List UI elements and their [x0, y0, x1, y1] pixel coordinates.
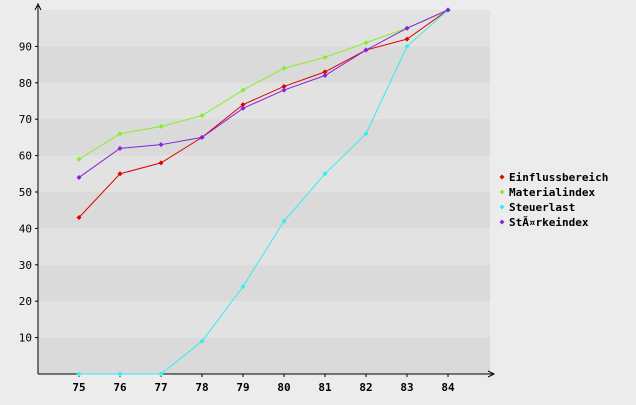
grid-band: [38, 46, 490, 83]
data-point: [199, 338, 205, 344]
data-point: [199, 113, 205, 119]
legend: Einflussbereich Materialindex Steuerlast St…: [499, 171, 608, 229]
data-point: [76, 156, 82, 162]
data-point: [240, 102, 246, 108]
tick-labels: 10 20 30 40 50 60 70 80 90 75 76 77 78 79 80 81 82 83 84: [19, 40, 455, 394]
series-layer: [76, 7, 451, 377]
grid-band: [38, 119, 490, 156]
legend-label: StÃ¤rkeindex: [509, 216, 589, 229]
legend-marker: [499, 174, 505, 180]
data-point: [158, 160, 164, 166]
x-tick-label: 79: [236, 381, 249, 394]
data-point: [322, 73, 328, 79]
grid-band: [38, 301, 490, 338]
data-point: [363, 40, 369, 46]
data-point: [158, 123, 164, 129]
x-tick-label: 77: [154, 381, 167, 394]
x-tick-label: 80: [277, 381, 290, 394]
data-point: [322, 69, 328, 75]
data-point: [404, 25, 410, 31]
y-tick-label: 90: [19, 40, 32, 53]
data-point: [281, 83, 287, 89]
grid-band: [38, 10, 490, 47]
y-tick-label: 20: [19, 295, 32, 308]
data-point: [404, 43, 410, 49]
grid-band: [38, 192, 490, 229]
background-bands: [38, 10, 490, 374]
y-axis-arrow: [34, 2, 42, 11]
x-tick-label: 82: [359, 381, 372, 394]
y-tick-label: 70: [19, 113, 32, 126]
data-point: [158, 371, 164, 377]
series-line: [79, 9, 449, 375]
grid-band: [38, 155, 490, 192]
series-line: [78, 9, 449, 160]
data-point: [281, 65, 287, 71]
data-point: [76, 371, 82, 377]
x-tick-label: 84: [441, 381, 455, 394]
data-point: [445, 7, 451, 13]
series-3: [76, 7, 451, 180]
legend-label: Materialindex: [509, 186, 595, 199]
y-tick-label: 50: [19, 186, 32, 199]
data-point: [363, 131, 369, 137]
grid-band: [38, 82, 490, 120]
x-axis-arrow: [487, 370, 496, 378]
data-point: [117, 145, 123, 151]
x-tick-label: 78: [195, 381, 208, 394]
data-point: [117, 371, 123, 377]
grid-band: [38, 337, 490, 374]
data-point: [281, 218, 287, 224]
data-point: [281, 87, 287, 93]
data-point: [199, 134, 205, 140]
data-point: [322, 171, 328, 177]
data-point: [76, 174, 82, 180]
x-tick-label: 83: [400, 381, 413, 394]
legend-label: Steuerlast: [509, 201, 575, 214]
y-tick-label: 40: [19, 222, 32, 235]
data-point: [117, 131, 123, 137]
x-tick-label: 75: [72, 381, 85, 394]
x-tick-label: 81: [318, 381, 332, 394]
legend-marker: [499, 204, 505, 210]
grid-band: [38, 228, 490, 265]
series-line: [78, 9, 449, 178]
grid-band: [38, 264, 490, 302]
legend-marker: [499, 189, 505, 195]
data-point: [158, 142, 164, 148]
series-line: [78, 9, 449, 218]
data-point: [240, 105, 246, 111]
data-point: [363, 47, 369, 53]
y-tick-label: 30: [19, 259, 32, 272]
legend-marker: [499, 219, 505, 225]
data-point: [322, 54, 328, 60]
data-point: [117, 171, 123, 177]
data-point: [76, 214, 82, 220]
legend-label: Einflussbereich: [509, 171, 608, 184]
y-tick-label: 60: [19, 150, 32, 163]
data-point: [240, 87, 246, 93]
y-tick-label: 80: [19, 77, 32, 90]
x-tick-label: 76: [113, 381, 127, 394]
data-point: [404, 36, 410, 42]
data-point: [240, 284, 246, 290]
y-tick-label: 10: [19, 332, 32, 345]
